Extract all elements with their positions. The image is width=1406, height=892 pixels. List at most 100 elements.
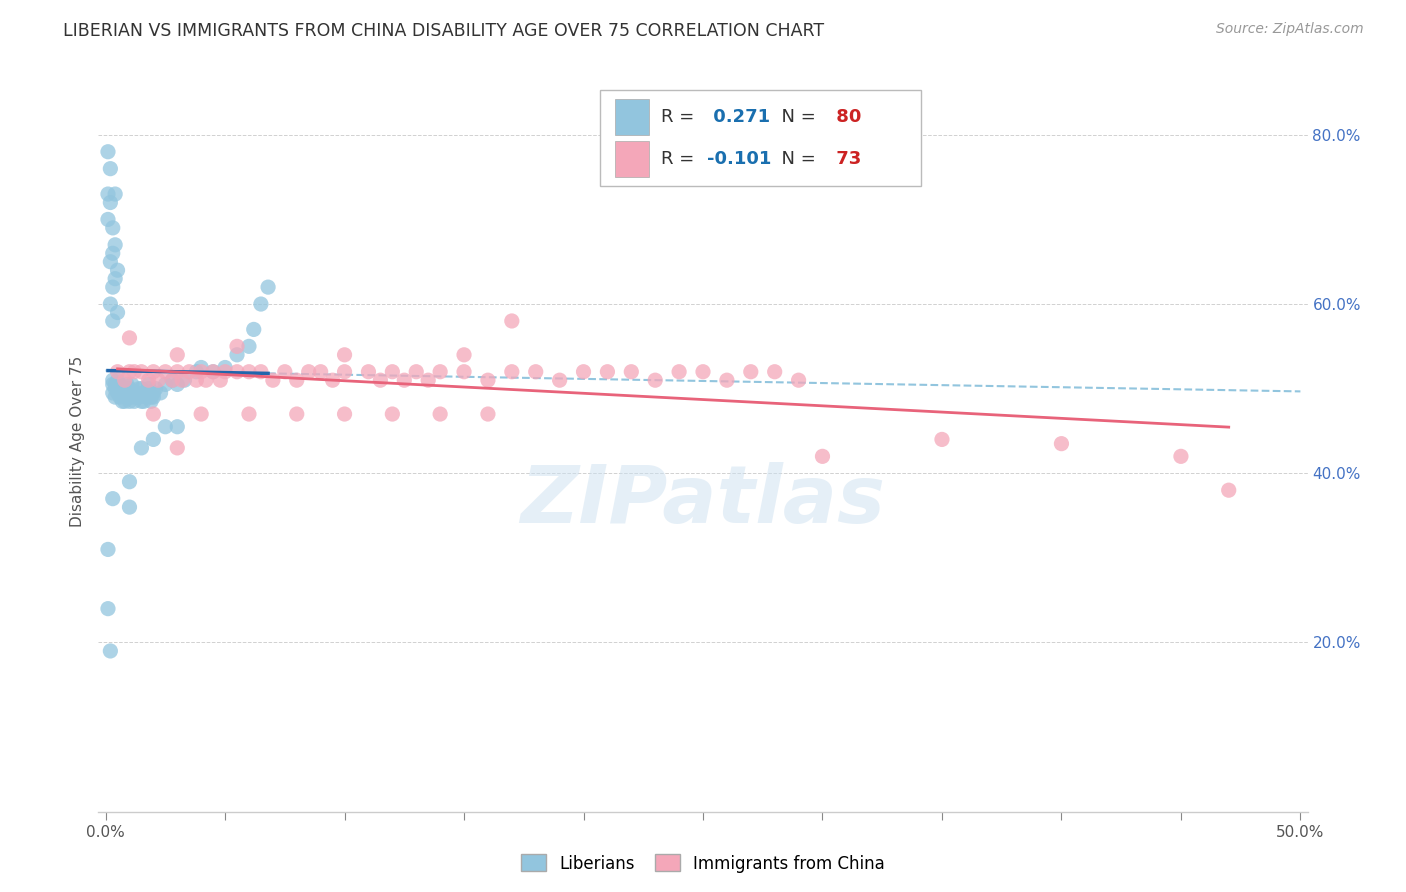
Point [122,385,145,400]
Point [139,390,162,404]
Point [121,377,143,392]
Legend: Liberians, Immigrants from China: Liberians, Immigrants from China [515,847,891,880]
Point [190,360,212,375]
Point [274,365,297,379]
Point [98,297,121,311]
Point [128,390,150,404]
Point [453,365,475,379]
Point [122,394,145,409]
Point [97,145,120,159]
Point [477,373,499,387]
Point [114,373,136,387]
Point [1050,436,1073,450]
Point [477,407,499,421]
Point [357,365,380,379]
Point [394,373,416,387]
Point [381,407,404,421]
Text: 0.271: 0.271 [707,108,769,126]
Point [811,450,834,464]
Point [142,385,165,400]
Point [104,237,127,252]
Point [309,365,332,379]
Point [115,390,138,404]
Point [101,385,124,400]
Point [122,365,145,379]
Text: ZIPatlas: ZIPatlas [520,462,886,540]
Point [131,441,153,455]
Point [333,407,356,421]
Point [97,187,120,202]
FancyBboxPatch shape [600,90,921,186]
Point [572,365,595,379]
Point [114,382,136,396]
Point [763,365,786,379]
Point [142,407,165,421]
Point [166,377,188,392]
Point [155,419,177,434]
Point [524,365,547,379]
Point [155,365,177,379]
Point [668,365,690,379]
Point [548,373,571,387]
Point [125,390,148,404]
Point [101,491,124,506]
Point [162,373,184,387]
Point [644,373,666,387]
Point [101,314,124,328]
Point [104,187,127,202]
Text: -0.101: -0.101 [707,150,770,169]
Point [101,220,124,235]
Point [101,373,124,387]
Point [138,377,160,392]
Point [118,382,141,396]
Point [131,394,153,409]
Point [131,382,153,396]
Point [453,348,475,362]
Point [202,365,225,379]
Point [179,365,201,379]
Text: R =: R = [661,108,700,126]
Text: N =: N = [769,108,815,126]
Point [104,390,127,404]
Point [101,377,124,392]
Point [138,373,160,387]
Point [257,280,280,294]
Point [250,365,273,379]
Point [101,280,124,294]
Point [98,195,121,210]
Point [97,542,120,557]
Point [142,433,165,447]
Point [104,382,127,396]
Point [118,500,141,515]
Point [166,419,188,434]
Point [285,407,308,421]
Point [118,394,141,409]
Point [381,365,404,379]
Point [1218,483,1240,498]
Point [370,373,392,387]
Text: N =: N = [769,150,815,169]
Point [135,390,157,404]
Point [740,365,762,379]
Text: LIBERIAN VS IMMIGRANTS FROM CHINA DISABILITY AGE OVER 75 CORRELATION CHART: LIBERIAN VS IMMIGRANTS FROM CHINA DISABI… [63,22,824,40]
Point [107,385,129,400]
Point [501,314,523,328]
Point [1170,450,1192,464]
Point [190,407,212,421]
Point [104,271,127,285]
Point [108,385,131,400]
Point [238,365,260,379]
Text: 80: 80 [830,108,862,126]
Point [135,385,157,400]
Point [931,433,953,447]
Point [132,385,155,400]
Point [132,394,155,409]
Text: R =: R = [661,150,700,169]
Point [128,382,150,396]
Point [101,246,124,260]
Point [186,365,208,379]
Point [142,390,165,404]
Point [115,377,138,392]
Point [209,373,232,387]
Point [242,322,264,336]
